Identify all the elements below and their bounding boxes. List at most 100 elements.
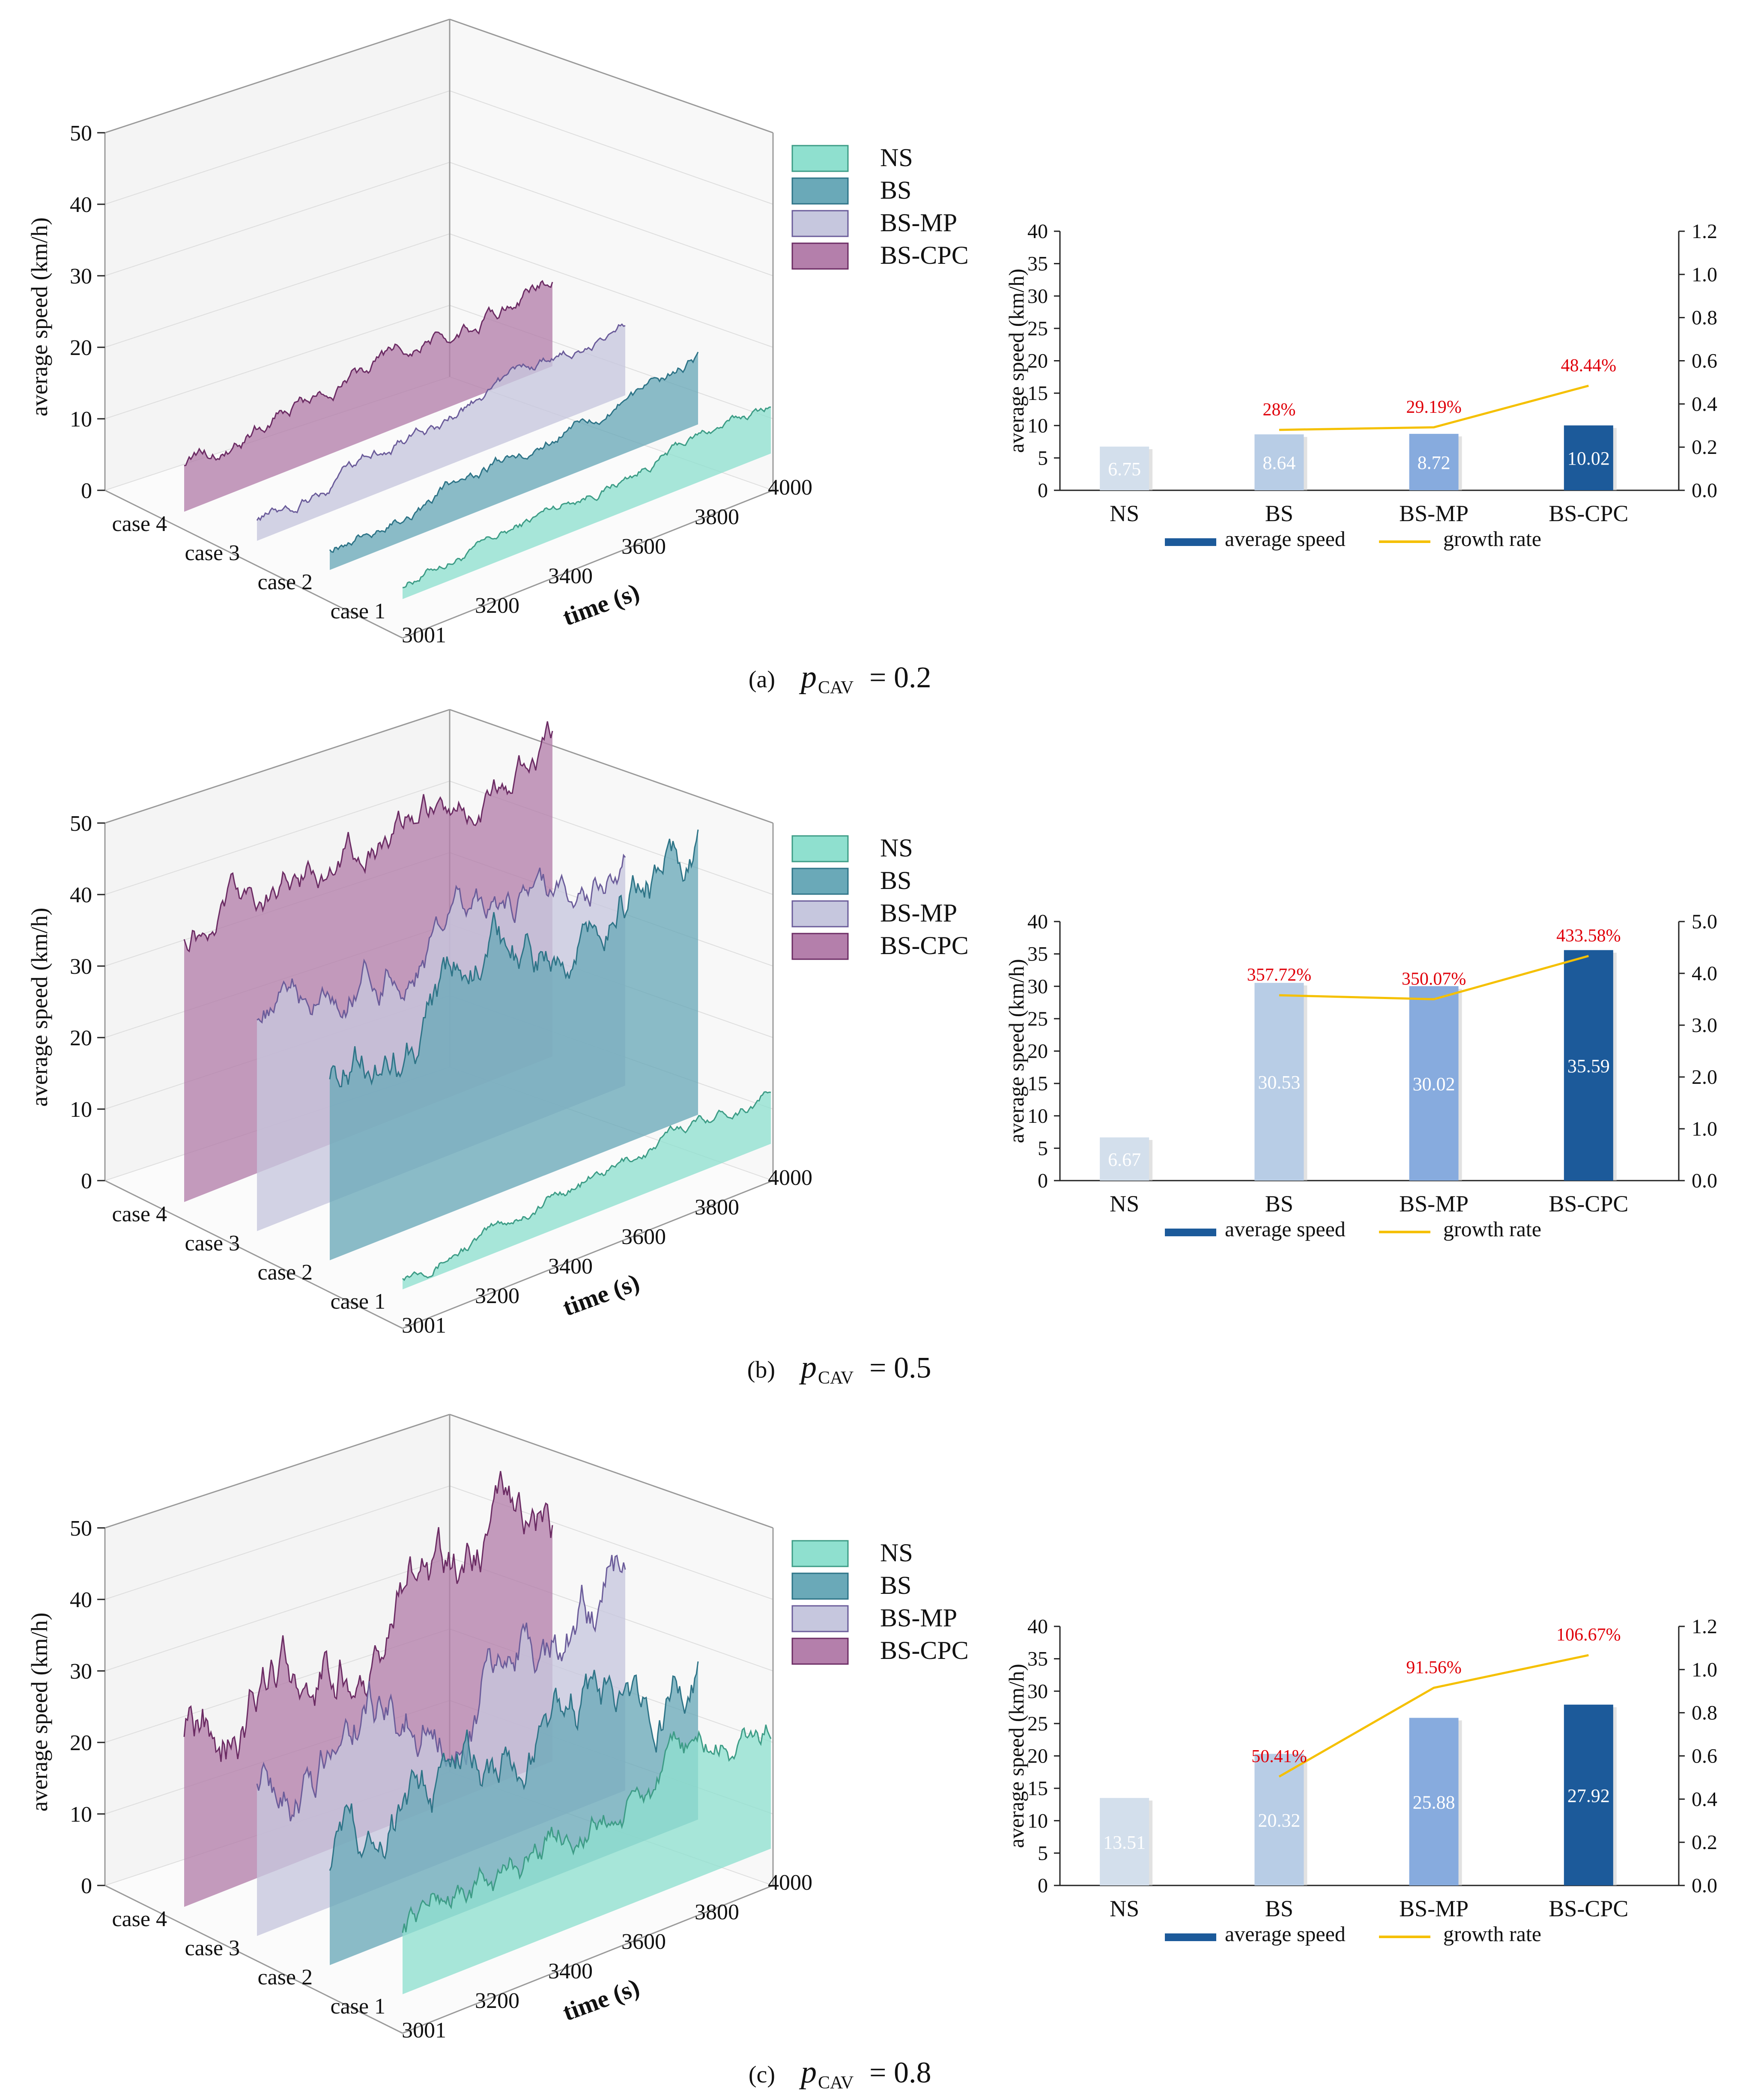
left-tick-label: 20 [1027,350,1048,373]
bar-category-label: BS-MP [1399,1191,1468,1217]
bar-bs [1254,434,1304,490]
case-label: case 4 [112,512,167,536]
series-area-bs-cpc [184,281,552,512]
bar-value-label: 20.32 [1258,1810,1300,1831]
legend-swatch-bs-cpc [791,242,849,270]
right-tick-label: 2.0 [1692,1066,1717,1089]
caption-subscript: CAV [818,1368,854,1388]
bar-value-label: 8.72 [1418,452,1451,473]
bar-chart: 0 5 10 15 20 25 30 35 40 0.0 0.2 0.4 0.6 0.8 1.0 1.2 ave… [1004,220,1717,551]
right-tick-label: 0.4 [1692,393,1717,415]
bar-category-label: NS [1110,501,1139,526]
bar-chart: 0 5 10 15 20 25 30 35 40 0.0 0.2 0.4 0.6 0.8 1.0 1.2 ave… [1004,1615,1717,1946]
bar-category-label: BS [1265,501,1293,526]
bar-category-label: BS [1265,1896,1293,1921]
bar-category-label: NS [1110,1191,1139,1217]
series-area-ns [403,1724,771,1994]
legend-bar-label: average speed [1225,527,1346,551]
right-tick-label: 0.0 [1692,479,1717,502]
left-tick-label: 5 [1038,1842,1048,1864]
z-tick-label: 50 [70,1516,92,1541]
right-tick-label: 0.8 [1692,307,1717,329]
case-label: case 2 [258,570,313,594]
caption-variable: p [799,1350,817,1385]
bar-ns [1100,1798,1149,1885]
top-edge [104,709,450,824]
time-tick-label: 3800 [695,505,739,529]
right-tick-label: 0.4 [1692,1788,1717,1811]
left-tick-label: 25 [1027,1712,1048,1735]
legend-line-label: growth rate [1443,527,1541,551]
top-edge [104,1414,450,1529]
legend-label-ns: NS [880,834,913,862]
right-tick-label: 0.0 [1692,1169,1717,1192]
growth-rate-label: 29.19% [1406,397,1462,417]
legend-label-bs: BS [880,866,911,895]
z-tick-label: 20 [70,1731,92,1755]
z-tick-label: 40 [70,883,92,907]
top-edge [104,18,450,134]
legend-label-bs-mp: BS-MP [880,1604,957,1632]
series-line-bs-mp [256,323,626,521]
caption-equation: = 0.5 [869,1351,931,1384]
grid-line [104,1557,450,1671]
bar-ns [1100,1137,1149,1181]
depth-axis-line [104,1180,403,1329]
legend-swatch-ns [791,835,849,862]
left-tick-label: 0 [1038,479,1048,502]
z-tick-label: 10 [70,407,92,432]
legend-swatch-bs-mp [791,1605,849,1632]
z-tick-label: 0 [81,1169,92,1193]
legend-swatch-bs [791,868,849,895]
time-tick-label: 3001 [402,2018,446,2043]
z-axis-label: average speed (km/h) [27,218,52,417]
grid-line [449,233,773,348]
legend-swatch-ns [791,1540,849,1567]
series-line-bs [329,829,699,1088]
series-line-bs-mp [257,853,626,1024]
right-tick-label: 0.8 [1692,1702,1717,1724]
legend-bar-label: average speed [1225,1217,1346,1241]
z-tick-label: 40 [70,193,92,217]
growth-rate-label: 106.67% [1556,1625,1621,1645]
series-line-ns [402,406,771,588]
time-tick-label: 4000 [768,475,812,500]
right-tick-label: 0.0 [1692,1874,1717,1897]
growth-rate-label: 50.41% [1251,1747,1307,1766]
left-tick-label: 35 [1027,943,1048,966]
z-tick-label: 20 [70,1026,92,1050]
right-tick-label: 0.6 [1692,350,1717,373]
bar-category-label: BS-MP [1399,1896,1468,1921]
time-tick-label: 3600 [621,534,666,559]
legend-swatch-bs-cpc [791,933,849,960]
caption-equation: = 0.2 [869,661,931,694]
bar-value-label: 25.88 [1413,1792,1455,1813]
grid-line [104,90,450,205]
series-line-bs-mp [256,1554,626,1822]
series-area-ns [403,1092,771,1289]
bar-bs [1254,983,1304,1181]
bar-bs-mp [1409,434,1459,490]
z-tick-label: 0 [81,479,92,503]
bar-chart: 0 5 10 15 20 25 30 35 40 0.0 1.0 2.0 3.0 4.0 5.0 averag… [1004,910,1717,1241]
surface-3d-plot: 0 10 20 30 40 50 average speed (km/h) case 1 cas… [27,709,969,1338]
z-tick-label: 30 [70,264,92,289]
right-tick-label: 1.0 [1692,263,1717,286]
legend-swatch-bs [791,177,849,205]
left-tick-label: 0 [1038,1169,1048,1192]
time-tick-label: 3800 [695,1195,739,1220]
right-tick-label: 0.2 [1692,436,1717,459]
legend-label-bs-mp: BS-MP [880,899,957,927]
right-tick-label: 1.2 [1692,1615,1717,1638]
caption-prefix: (a) [749,666,775,693]
series-area-ns [403,407,771,599]
caption-prefix: (c) [749,2061,775,2088]
grid-line [104,162,450,276]
time-tick-label: 3001 [402,1313,446,1338]
caption-subscript: CAV [818,678,854,698]
surface-3d-plot: 0 10 20 30 40 50 average speed (km/h) case 1 cas… [27,1414,969,2043]
series-area-bs-mp [257,324,625,541]
time-tick-label: 3800 [695,1900,739,1924]
